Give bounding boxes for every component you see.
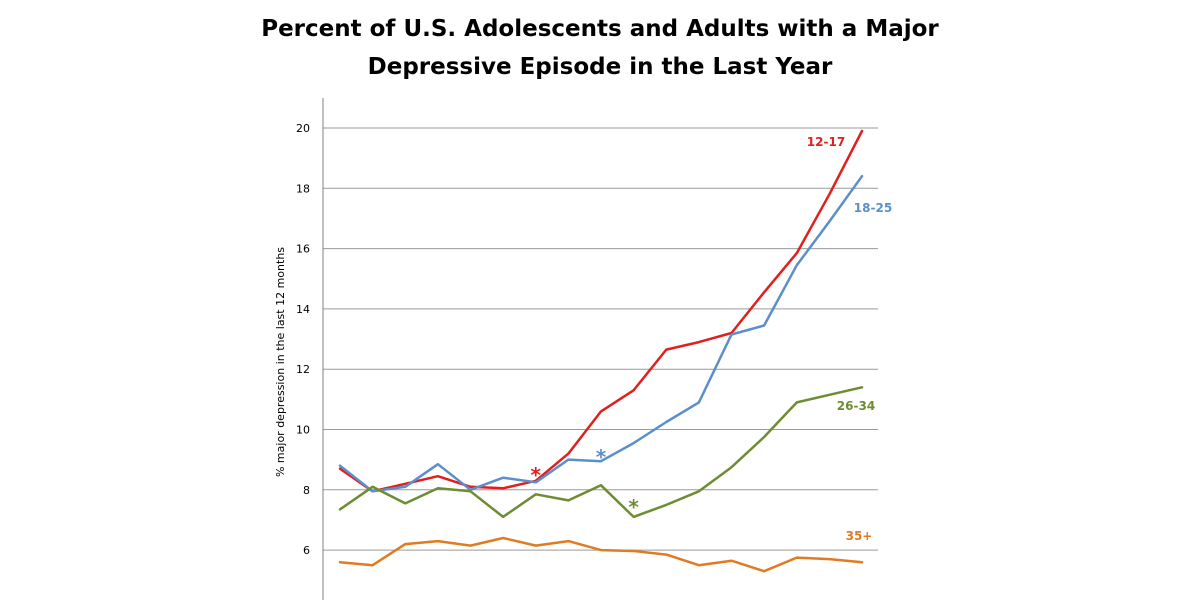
series-lines (338, 129, 864, 573)
chart-title: Percent of U.S. Adolescents and Adults w… (0, 10, 1200, 86)
series-line-35+ (338, 536, 864, 573)
y-tick-label: 10 (296, 424, 310, 437)
annotation-asterisk: * (531, 463, 542, 487)
y-tick-label: 18 (296, 182, 310, 195)
annotation-asterisk: * (596, 445, 607, 469)
chart-title-line-2: Depressive Episode in the Last Year (367, 54, 833, 80)
series-line-12-17 (338, 129, 864, 493)
annotation-asterisk: * (628, 495, 639, 519)
y-tick-label: 6 (303, 544, 310, 557)
series-label-35+: 35+ (846, 529, 873, 543)
y-tick-label: 8 (303, 484, 310, 497)
y-tick-label: 12 (296, 363, 310, 376)
series-line-18-25 (338, 174, 864, 493)
y-axis-label: % major depression in the last 12 months (274, 247, 287, 477)
series-label-12-17: 12-17 (807, 135, 845, 149)
gridlines (323, 127, 878, 551)
annotations: * * * (531, 445, 640, 519)
y-tick-label: 20 (296, 122, 310, 135)
series-label-26-34: 26-34 (837, 399, 875, 413)
chart-title-line-1: Percent of U.S. Adolescents and Adults w… (261, 16, 939, 42)
series-labels: 12-17 18-25 26-34 35+ (807, 135, 892, 543)
series-label-18-25: 18-25 (854, 201, 892, 215)
y-tick-label: 14 (296, 303, 310, 316)
y-tick-labels: 6 8 10 12 14 16 18 20 (296, 122, 310, 557)
y-tick-label: 16 (296, 243, 310, 256)
series-line-26-34 (338, 386, 864, 519)
